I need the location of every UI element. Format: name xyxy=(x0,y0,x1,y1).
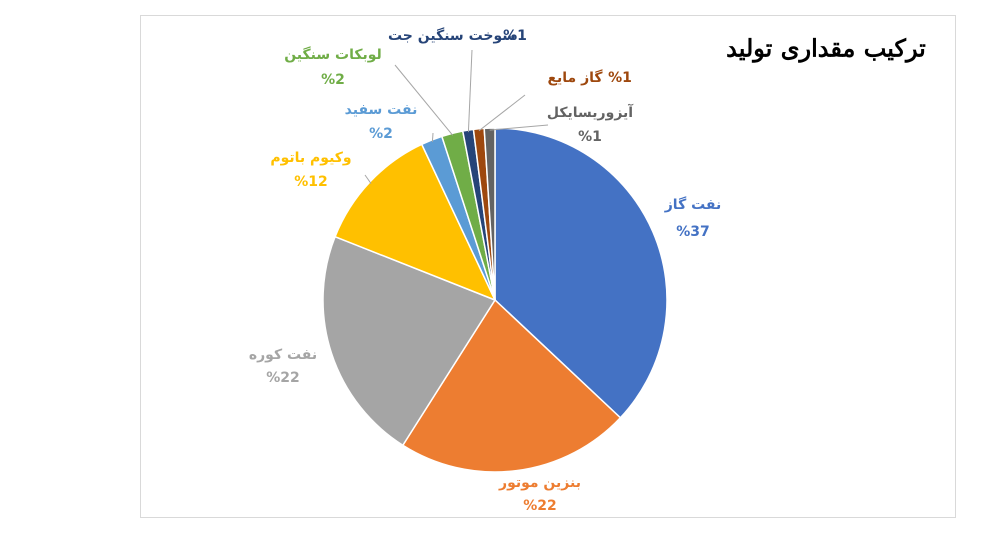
leader-line xyxy=(394,64,454,136)
value-label: %37 xyxy=(676,224,710,240)
pie-slice xyxy=(322,235,497,447)
category-label: بنزین موتور xyxy=(498,475,581,491)
category-label: نفت کوره xyxy=(249,347,317,363)
category-label: گاز مایع xyxy=(547,69,603,86)
category-label: وکیوم باتوم xyxy=(270,150,351,166)
chart-title: ترکیب مقداری تولید xyxy=(726,34,926,64)
category-label: لوبکات سنگین xyxy=(284,46,382,63)
pie-slice xyxy=(483,127,496,301)
value-label: %2 xyxy=(321,72,345,88)
category-label: نفت سفید xyxy=(345,102,418,118)
value-label: %12 xyxy=(294,174,328,190)
category-label: سوخت سنگین جت xyxy=(388,27,516,44)
leader-line xyxy=(478,94,526,132)
pie xyxy=(322,127,668,473)
value-label: %1 xyxy=(608,70,632,86)
value-label: %22 xyxy=(523,498,557,514)
value-label: %1 xyxy=(503,28,527,44)
leader-line xyxy=(489,124,549,131)
leader-line xyxy=(364,174,372,184)
category-label: نفت گاز xyxy=(664,196,722,213)
leader-line xyxy=(467,49,473,133)
pie-slice xyxy=(494,127,668,419)
value-label: %2 xyxy=(369,126,393,142)
category-label: آیزوریسایکل xyxy=(547,103,634,121)
value-label: %1 xyxy=(578,129,602,145)
value-label: %22 xyxy=(266,370,300,386)
leader-line xyxy=(431,132,434,142)
pie-slice xyxy=(401,298,622,473)
